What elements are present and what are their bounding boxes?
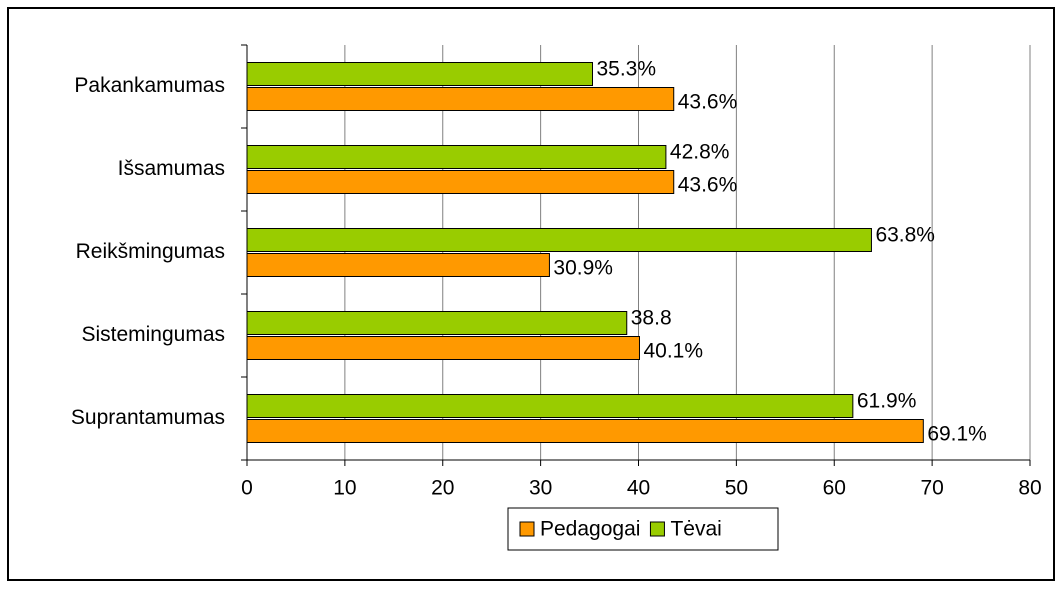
x-tick-label: 50 <box>725 477 748 500</box>
bar <box>246 87 675 111</box>
bar <box>246 228 872 252</box>
bar <box>246 419 924 443</box>
bar <box>246 62 593 86</box>
value-label: 30.9% <box>553 257 613 280</box>
value-label: 69.1% <box>927 423 987 446</box>
x-tick-label: 40 <box>627 477 650 500</box>
legend-box <box>507 507 779 551</box>
value-label: 40.1% <box>643 340 703 363</box>
bar <box>246 336 640 360</box>
legend-label: Tėvai <box>670 518 721 541</box>
bar <box>246 253 550 277</box>
y-tick-label: Pakankamumas <box>74 74 225 97</box>
bar <box>246 170 675 194</box>
x-tick-label: 30 <box>529 477 552 500</box>
x-tick-label: 0 <box>241 477 253 500</box>
y-tick-label: Sistemingumas <box>81 323 225 346</box>
legend-swatch <box>649 521 665 537</box>
value-label: 61.9% <box>857 390 917 413</box>
x-tick-label: 60 <box>823 477 846 500</box>
value-label: 43.6% <box>678 174 738 197</box>
value-label: 35.3% <box>596 58 656 81</box>
legend-label: Pedagogai <box>540 518 640 541</box>
x-tick-label: 10 <box>333 477 356 500</box>
bar <box>246 145 667 169</box>
x-tick-label: 20 <box>431 477 454 500</box>
bar <box>246 394 854 418</box>
y-tick-label: Suprantamumas <box>71 406 225 429</box>
x-tick-label: 80 <box>1018 477 1041 500</box>
y-tick-label: Išsamumas <box>118 157 225 180</box>
legend-swatch <box>519 521 535 537</box>
y-tick-label: Reikšmingumas <box>76 240 225 263</box>
value-label: 38.8 <box>631 307 672 330</box>
value-label: 42.8% <box>670 141 730 164</box>
value-label: 43.6% <box>678 91 738 114</box>
x-tick-label: 70 <box>920 477 943 500</box>
bar <box>246 311 628 335</box>
value-label: 63.8% <box>875 224 935 247</box>
